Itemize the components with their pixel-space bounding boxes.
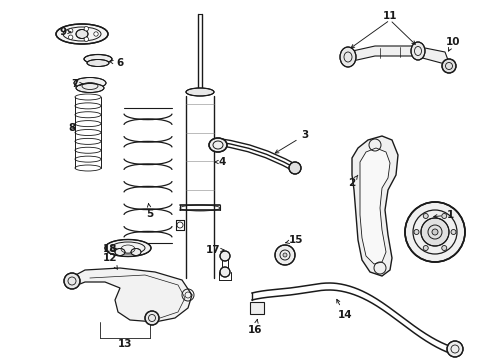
Circle shape [220, 251, 230, 261]
Circle shape [432, 229, 438, 235]
Text: 12: 12 [103, 253, 118, 269]
Polygon shape [250, 302, 264, 314]
Circle shape [64, 273, 80, 289]
Polygon shape [72, 268, 192, 322]
Text: 18: 18 [103, 244, 117, 254]
Text: 8: 8 [69, 123, 75, 133]
Circle shape [275, 245, 295, 265]
Ellipse shape [87, 59, 109, 67]
Circle shape [423, 213, 428, 219]
Text: 3: 3 [275, 130, 309, 153]
Polygon shape [348, 46, 448, 72]
Circle shape [84, 27, 89, 31]
Text: 1: 1 [434, 210, 454, 220]
Ellipse shape [76, 84, 104, 93]
Ellipse shape [115, 248, 125, 256]
Text: 2: 2 [348, 175, 358, 188]
Ellipse shape [76, 30, 88, 39]
Ellipse shape [84, 54, 112, 63]
Ellipse shape [105, 239, 151, 257]
Circle shape [283, 253, 287, 257]
Circle shape [414, 230, 419, 234]
Ellipse shape [131, 248, 141, 256]
Text: 16: 16 [248, 319, 262, 335]
Ellipse shape [186, 88, 214, 96]
Text: 6: 6 [110, 58, 123, 68]
Circle shape [94, 32, 98, 36]
Text: 7: 7 [72, 79, 83, 89]
Text: 15: 15 [286, 235, 303, 245]
Circle shape [220, 267, 230, 277]
Ellipse shape [74, 77, 106, 89]
Text: 14: 14 [337, 300, 352, 320]
Ellipse shape [56, 24, 108, 44]
Circle shape [447, 341, 463, 357]
Circle shape [442, 246, 447, 251]
Circle shape [442, 213, 447, 219]
Circle shape [69, 35, 73, 40]
Ellipse shape [209, 138, 227, 152]
Text: 5: 5 [147, 203, 154, 219]
Polygon shape [360, 148, 390, 264]
Text: 13: 13 [118, 339, 132, 349]
Polygon shape [352, 136, 398, 276]
Circle shape [289, 162, 301, 174]
Circle shape [405, 202, 465, 262]
Ellipse shape [340, 47, 356, 67]
Ellipse shape [411, 42, 425, 60]
Circle shape [423, 246, 428, 251]
Circle shape [69, 28, 73, 33]
Text: 17: 17 [206, 245, 224, 255]
Text: 9: 9 [59, 27, 71, 37]
Circle shape [451, 230, 456, 234]
Circle shape [145, 311, 159, 325]
Circle shape [84, 37, 89, 41]
Text: 4: 4 [215, 157, 226, 167]
Text: 11: 11 [383, 11, 397, 21]
Text: 10: 10 [446, 37, 460, 51]
Circle shape [421, 218, 449, 246]
Circle shape [442, 59, 456, 73]
